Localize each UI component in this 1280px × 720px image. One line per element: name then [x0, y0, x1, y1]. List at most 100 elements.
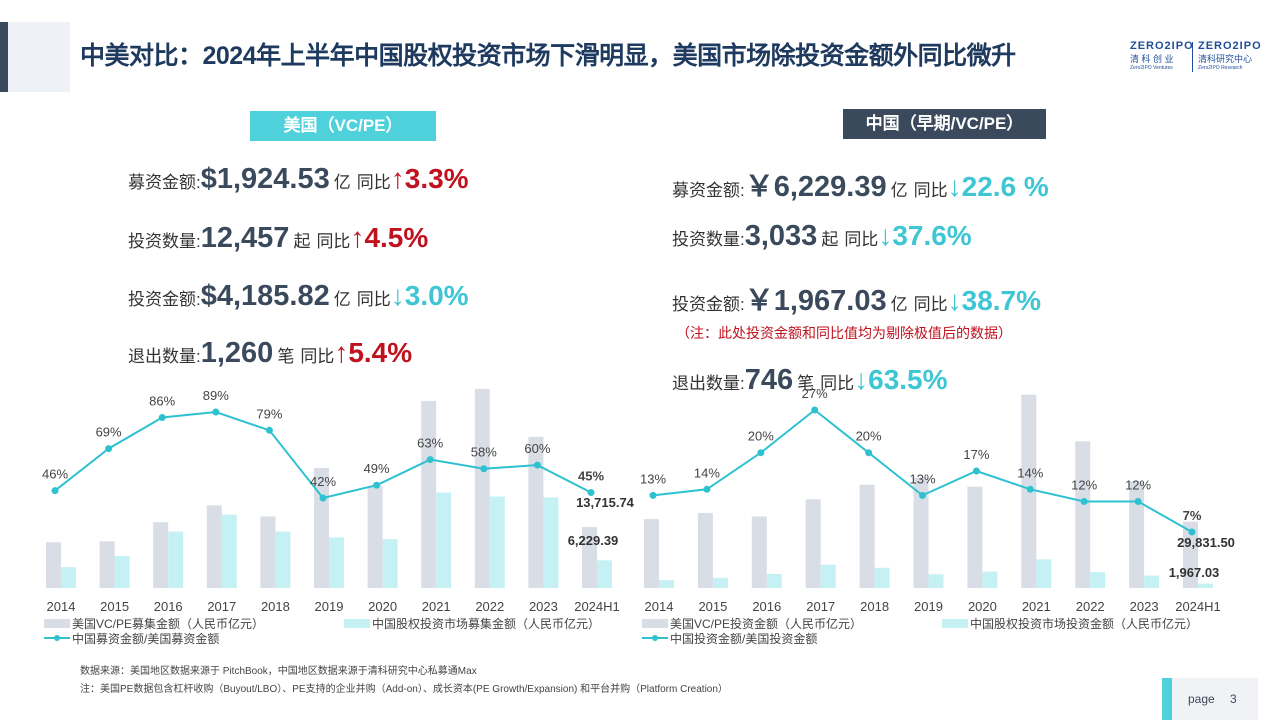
us-bar: [421, 400, 437, 588]
x-tick-label: 2024H1: [574, 599, 620, 614]
us-stat-investment-amount: 投资金额:$4,185.82 亿同比↓3.0%: [128, 280, 469, 312]
ratio-data-label: 86%: [149, 393, 175, 408]
ratio-point: [319, 494, 327, 502]
ratio-point: [587, 489, 595, 497]
ratio-point: [105, 445, 113, 453]
charts-area: 2014 2015 2016 2017 2018 2019 2020 2021 2022 2023…: [42, 386, 1235, 646]
ratio-data-label: 12%: [1125, 478, 1151, 493]
cn-section-tag: 中国（早期/VC/PE）: [843, 109, 1046, 139]
x-tick-label: 2019: [315, 599, 344, 614]
up-arrow-icon: ↑: [390, 163, 405, 194]
us-bar: [1129, 481, 1145, 588]
ratio-point: [1134, 498, 1142, 505]
ratio-data-label: 27%: [802, 386, 828, 401]
ratio-point: [265, 426, 273, 434]
us-bar: [751, 516, 767, 588]
legend-swatch-cn: [942, 619, 968, 628]
us-bar: [153, 522, 169, 588]
x-tick-label: 2019: [914, 599, 943, 614]
page-box: [1172, 678, 1258, 720]
us-last-value-label: 13,715.74: [576, 495, 635, 510]
cn-bar: [489, 496, 505, 588]
ratio-point: [480, 465, 488, 473]
title-accent-box: [8, 22, 70, 92]
cn-bar: [61, 567, 76, 588]
ratio-point: [51, 487, 59, 495]
ratio-point: [811, 406, 819, 414]
us-bar: [697, 512, 713, 588]
ratio-data-label: 63%: [417, 436, 443, 451]
cn-bar: [820, 564, 836, 588]
cn-bar: [928, 574, 944, 588]
zero2ipo-ventures-logo: ZERO2IPO 清 科 创 业 Zero2IPO Ventures: [1130, 40, 1194, 71]
us-bar: [367, 485, 383, 588]
ratio-data-label: 49%: [364, 461, 390, 476]
cn-bar: [221, 514, 237, 588]
ratio-point: [865, 449, 873, 457]
ratio-data-label: 79%: [256, 406, 282, 421]
page-accent-bar: [1162, 678, 1172, 720]
ratio-point: [703, 485, 711, 493]
ratio-data-label: 89%: [203, 388, 229, 403]
us-bar: [99, 541, 115, 588]
us-stat-deal-count: 投资数量:12,457 起同比↑4.5%: [128, 222, 429, 254]
cn-bar: [659, 580, 674, 588]
cn-bar: [597, 560, 612, 588]
page-title: 中美对比：2024年上半年中国股权投资市场下滑明显，美国市场除投资金额外同比微升: [80, 42, 1016, 70]
ratio-data-label: 20%: [856, 429, 882, 444]
x-tick-label: 2021: [1022, 599, 1051, 614]
cn-investment-note: （注：此处投资金额和同比值均为剔除极值后的数据）: [676, 325, 1012, 341]
cn-bar: [1198, 583, 1213, 588]
ratio-data-label: 20%: [748, 429, 774, 444]
us-bar: [913, 477, 929, 588]
legend-label-line: 中国投资金额/美国投资金额: [670, 631, 817, 646]
x-tick-label: 2023: [1130, 599, 1159, 614]
x-tick-label: 2022: [475, 599, 504, 614]
ratio-data-label: 17%: [963, 447, 989, 462]
us-bar: [805, 499, 821, 588]
ratio-point: [919, 491, 926, 499]
ratio-data-label: 7%: [1183, 508, 1202, 523]
ratio-point: [757, 449, 765, 457]
logo-divider: [1192, 42, 1193, 72]
us-bar: [260, 516, 276, 588]
legend-label-cn: 中国股权投资市场投资金额（人民币亿元）: [970, 616, 1198, 631]
down-arrow-icon: ↓: [947, 285, 962, 316]
legend-label-line: 中国募资金额/美国募资金额: [72, 631, 219, 646]
x-tick-label: 2014: [47, 599, 76, 614]
cn-bar: [1090, 572, 1106, 588]
x-tick-label: 2023: [529, 599, 558, 614]
cn-bar: [766, 574, 782, 588]
cn-bar: [382, 539, 398, 588]
cn-last-value-label: 6,229.39: [568, 533, 619, 548]
ratio-data-label: 12%: [1071, 478, 1097, 493]
cn-bar: [436, 492, 452, 588]
x-tick-label: 2018: [261, 599, 290, 614]
cn-bar: [1036, 559, 1052, 588]
x-tick-label: 2015: [698, 599, 727, 614]
ratio-data-label: 69%: [96, 425, 122, 440]
up-arrow-icon: ↑: [334, 337, 349, 368]
zero2ipo-research-logo: ZERO2IPO 清科研究中心 Zero2IPO Research: [1198, 40, 1262, 71]
x-tick-label: 2015: [100, 599, 129, 614]
us-bar: [644, 519, 659, 588]
legend-label-us: 美国VC/PE募集金额（人民币亿元）: [72, 616, 264, 631]
page-number: 3: [1230, 692, 1237, 706]
down-arrow-icon: ↓: [854, 364, 869, 395]
us-stat-exit-count: 退出数量:1,260 笔同比↑5.4%: [128, 337, 413, 369]
x-tick-label: 2017: [207, 599, 236, 614]
cn-bar: [275, 531, 291, 588]
down-arrow-icon: ↓: [390, 280, 405, 311]
ratio-data-label: 13%: [909, 471, 935, 486]
cn-bar: [543, 497, 559, 588]
legend-label-cn: 中国股权投资市场募集金额（人民币亿元）: [372, 616, 600, 631]
cn-stat-investment-amount: 投资金额:￥1,967.03 亿同比↓38.7%: [672, 285, 1042, 317]
cn-stat-deal-count: 投资数量:3,033 起同比↓37.6%: [672, 220, 972, 252]
down-arrow-icon: ↓: [878, 220, 893, 251]
footer-source: 数据来源：美国地区数据来源于 PitchBook，中国地区数据来源于清科研究中心…: [80, 666, 477, 677]
x-tick-label: 2024H1: [1175, 599, 1221, 614]
ratio-data-label: 13%: [640, 471, 666, 486]
x-tick-label: 2020: [968, 599, 997, 614]
x-tick-label: 2016: [154, 599, 183, 614]
legend-swatch-us: [642, 619, 668, 628]
